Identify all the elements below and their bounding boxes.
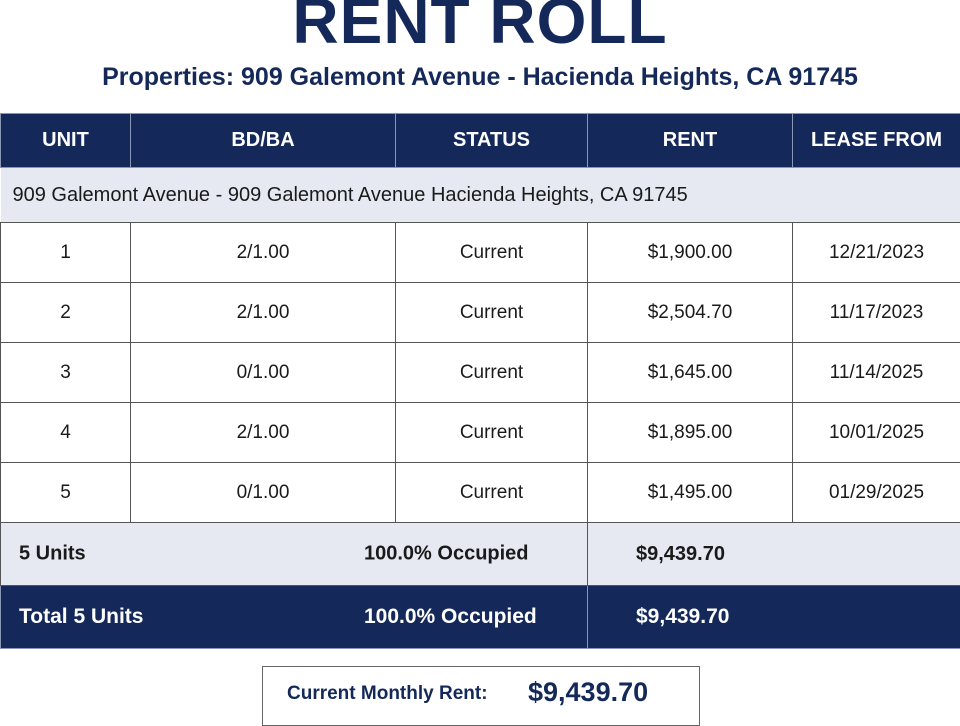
total-occupancy: 100.0% Occupied	[364, 605, 537, 629]
cell: 3	[1, 343, 131, 403]
cell: 2/1.00	[131, 403, 396, 463]
group-row: 909 Galemont Avenue - 909 Galemont Avenu…	[1, 168, 960, 223]
cell: 10/01/2025	[793, 403, 960, 463]
subtotal-label: 5 Units	[19, 543, 86, 566]
total-cell: Total 5 Units 100.0% Occupied	[1, 586, 588, 649]
cell: 0/1.00	[131, 463, 396, 523]
summary-box: Current Monthly Rent: $9,439.70	[262, 666, 700, 726]
cell: 11/14/2025	[793, 343, 960, 403]
title: RENT ROLL	[0, 0, 960, 56]
cell: $2,504.70	[588, 283, 793, 343]
cell: 12/21/2023	[793, 223, 960, 283]
summary-label: Current Monthly Rent:	[287, 683, 488, 705]
cell: $1,895.00	[588, 403, 793, 463]
column-header: LEASE FROM	[793, 114, 960, 168]
summary-value: $9,439.70	[528, 677, 648, 708]
subtotal-rent: $9,439.70	[588, 523, 960, 586]
cell: Current	[396, 463, 588, 523]
cell: Current	[396, 343, 588, 403]
cell: 2/1.00	[131, 223, 396, 283]
cell: 2	[1, 283, 131, 343]
cell: $1,645.00	[588, 343, 793, 403]
table-body: 909 Galemont Avenue - 909 Galemont Avenu…	[1, 168, 960, 523]
cell: 0/1.00	[131, 343, 396, 403]
subtotal-row: 5 Units 100.0% Occupied $9,439.70	[1, 523, 960, 586]
cell: 11/17/2023	[793, 283, 960, 343]
total-rent: $9,439.70	[588, 586, 960, 649]
subtotal-occupancy: 100.0% Occupied	[364, 543, 529, 566]
cell: Current	[396, 223, 588, 283]
cell: Current	[396, 283, 588, 343]
cell: 01/29/2025	[793, 463, 960, 523]
subtotal-cell: 5 Units 100.0% Occupied	[1, 523, 588, 586]
total-row: Total 5 Units 100.0% Occupied $9,439.70	[1, 586, 960, 649]
column-header: UNIT	[1, 114, 131, 168]
column-header: BD/BA	[131, 114, 396, 168]
cell: 2/1.00	[131, 283, 396, 343]
cell: Current	[396, 403, 588, 463]
group-label: 909 Galemont Avenue - 909 Galemont Avenu…	[1, 168, 960, 223]
cell: 1	[1, 223, 131, 283]
cell: 4	[1, 403, 131, 463]
cell: $1,900.00	[588, 223, 793, 283]
cell: 5	[1, 463, 131, 523]
column-header: STATUS	[396, 114, 588, 168]
column-header: RENT	[588, 114, 793, 168]
cell: $1,495.00	[588, 463, 793, 523]
subtitle: Properties: 909 Galemont Avenue - Hacien…	[0, 62, 960, 92]
total-label: Total 5 Units	[19, 605, 143, 629]
